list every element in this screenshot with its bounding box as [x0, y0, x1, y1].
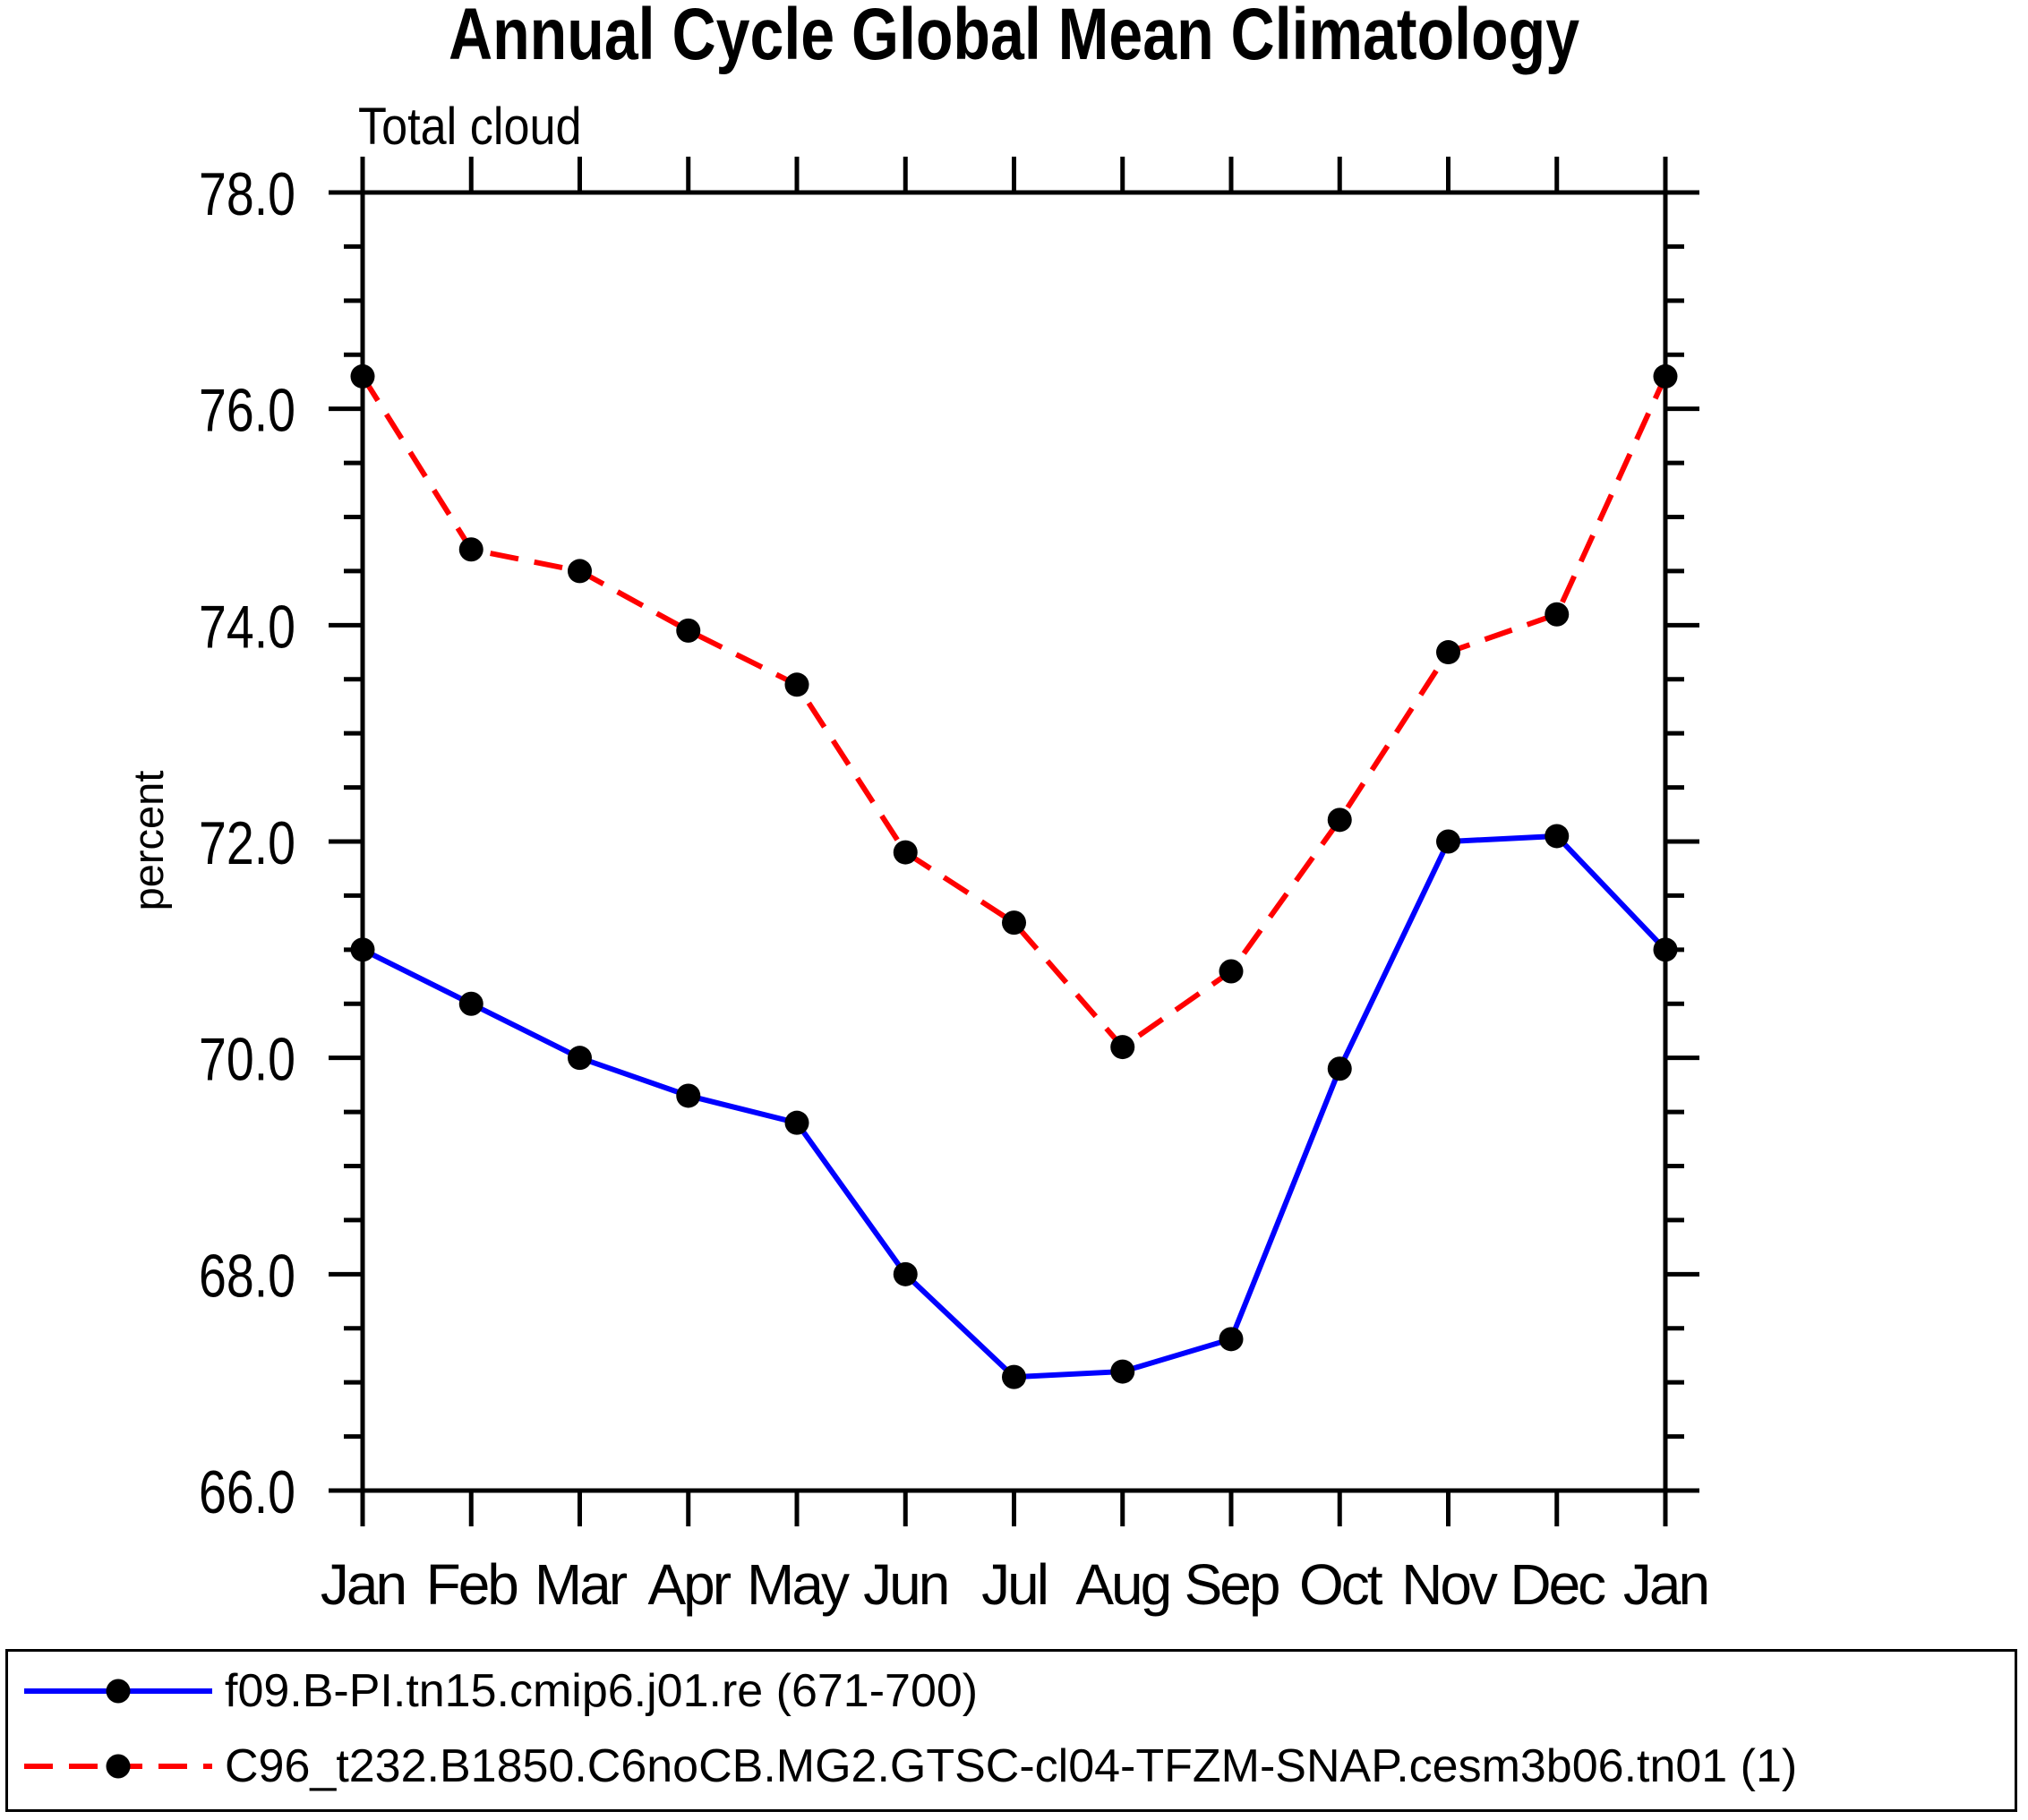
y-tick-label: 76.0 — [199, 377, 295, 445]
y-axis-ticks — [329, 190, 1699, 1493]
y-tick-label: 66.0 — [199, 1458, 295, 1526]
x-tick-label: May — [747, 1552, 850, 1617]
x-tick-label: Jun — [863, 1552, 947, 1617]
legend-sample-marker — [106, 1679, 131, 1704]
x-tick-label: Mar — [535, 1552, 628, 1617]
legend: f09.B-PI.tn15.cmip6.j01.re (671-700) C96… — [5, 1649, 2017, 1812]
x-tick-label: Oct — [1299, 1552, 1383, 1617]
data-point-marker — [458, 991, 483, 1016]
x-axis-tick-labels: Jan Feb Mar Apr May Jun Jul Aug Sep Oct Nov Dec Jan — [321, 1552, 1710, 1617]
x-tick-label: Jan — [1623, 1552, 1707, 1617]
legend-label-series1: f09.B-PI.tn15.cmip6.j01.re (671-700) — [225, 1665, 979, 1717]
legend-entry-series1: f09.B-PI.tn15.cmip6.j01.re (671-700) — [19, 1665, 979, 1717]
data-point-marker — [1545, 602, 1570, 627]
data-point-marker — [1002, 910, 1026, 936]
legend-label-series2: C96_t232.B1850.C6noCB.MG2.GTSC-cl04-TFZM… — [225, 1740, 1798, 1792]
legend-entry-series2: C96_t232.B1850.C6noCB.MG2.GTSC-cl04-TFZM… — [19, 1740, 1798, 1792]
data-point-marker — [893, 840, 918, 865]
data-point-marker — [1110, 1359, 1135, 1384]
data-point-marker — [1219, 959, 1244, 984]
series-line-1 — [360, 374, 1668, 1051]
data-point-marker — [676, 1083, 701, 1108]
data-point-marker — [1653, 937, 1678, 962]
legend-line-sample-red — [24, 1754, 212, 1779]
data-point-marker — [1219, 1327, 1244, 1352]
data-point-marker — [350, 937, 375, 962]
y-tick-label: 72.0 — [199, 809, 295, 877]
legend-line-sample-blue — [24, 1679, 212, 1704]
series-markers-1 — [350, 363, 1678, 1060]
x-tick-label: Feb — [426, 1552, 518, 1617]
data-point-marker — [676, 618, 701, 643]
y-axis-tick-labels: 66.0 68.0 70.0 72.0 74.0 76.0 78.0 — [199, 160, 295, 1526]
data-point-marker — [893, 1261, 918, 1286]
legend-sample-marker — [106, 1754, 131, 1779]
x-tick-label: Jan — [321, 1552, 405, 1617]
data-point-marker — [784, 672, 809, 697]
x-axis-ticks — [360, 157, 1668, 1526]
chart-subtitle: Total cloud — [358, 98, 582, 156]
data-point-marker — [1545, 824, 1570, 849]
data-point-marker — [458, 537, 483, 562]
data-point-marker — [1436, 829, 1460, 854]
data-point-marker — [568, 559, 592, 584]
data-point-marker — [784, 1110, 809, 1135]
data-point-marker — [1110, 1035, 1135, 1060]
y-tick-label: 78.0 — [199, 160, 295, 228]
data-point-marker — [1327, 807, 1352, 833]
data-point-marker — [1327, 1056, 1352, 1081]
x-tick-label: Sep — [1185, 1552, 1279, 1617]
chart-title: Annual Cycle Global Mean Climatology — [448, 0, 1580, 75]
data-point-marker — [568, 1046, 592, 1071]
series-markers-0 — [350, 824, 1678, 1389]
x-tick-label: Nov — [1401, 1552, 1498, 1617]
x-tick-label: Dec — [1510, 1552, 1605, 1617]
x-tick-label: Apr — [647, 1552, 731, 1617]
y-tick-label: 74.0 — [199, 593, 295, 661]
x-tick-label: Jul — [981, 1552, 1047, 1617]
y-tick-label: 70.0 — [199, 1026, 295, 1094]
y-tick-label: 68.0 — [199, 1242, 295, 1310]
x-tick-label: Aug — [1075, 1552, 1169, 1617]
data-point-marker — [1653, 363, 1678, 389]
data-point-marker — [1002, 1364, 1026, 1389]
data-point-marker — [350, 363, 375, 389]
data-point-marker — [1436, 640, 1460, 665]
